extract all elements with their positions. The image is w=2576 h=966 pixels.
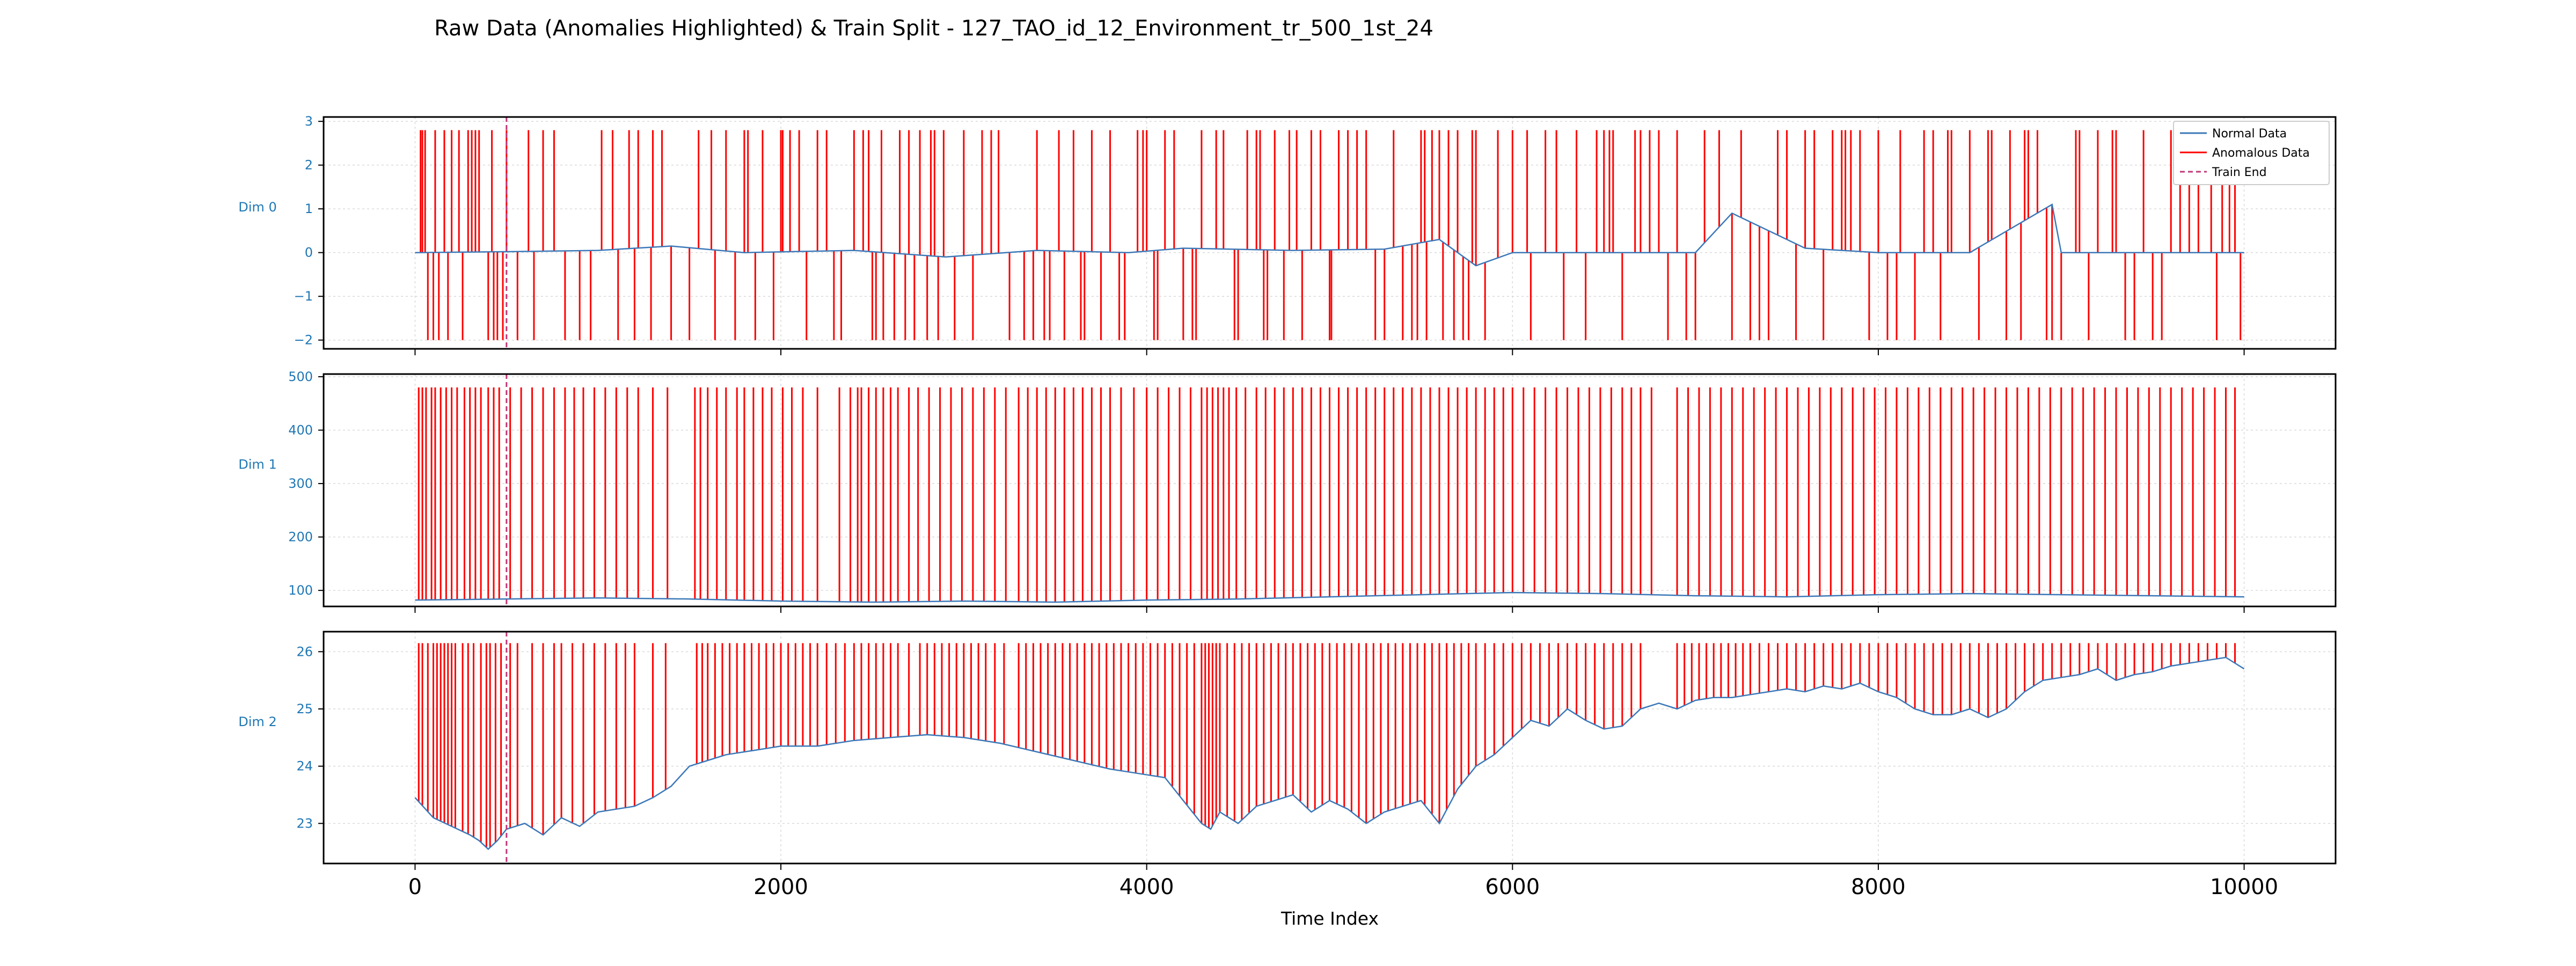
normal-data-line (415, 203, 2244, 267)
normal-data-line (414, 656, 2245, 851)
y-tick-label: 200 (288, 530, 313, 545)
y-tick-label: 400 (288, 423, 313, 438)
subplot-frame (323, 631, 2337, 865)
x-tick-label: 0 (408, 875, 422, 899)
legend-box (2173, 121, 2330, 185)
legend-train-end-label: Train End (2212, 166, 2267, 179)
subplot-1: 100 200 300 400 500 Dim 1 (238, 369, 2337, 613)
plot-area (415, 117, 2244, 349)
legend-anomalous-label: Anomalous Data (2212, 147, 2310, 160)
y-tick-label: −2 (294, 333, 313, 348)
y-tick-label: 23 (296, 816, 313, 831)
subplot-frame (323, 373, 2337, 608)
x-axis: 0 2000 4000 6000 8000 10000 (408, 875, 2279, 899)
x-tick-label: 6000 (1485, 875, 1540, 899)
legend: Normal Data Anomalous Data Train End (2173, 121, 2330, 185)
x-axis-label: Time Index (1280, 908, 1379, 929)
y-tick-label: 1 (305, 201, 313, 216)
normal-data-line (415, 591, 2244, 603)
y-tick-label: 25 (296, 701, 313, 716)
subplot-0: −2 −1 0 1 2 3 Dim 0 (238, 114, 2337, 355)
y-tick-label: 24 (296, 759, 313, 774)
subplot-2: 23 24 25 26 Dim 2 (238, 631, 2337, 870)
plot-area (414, 632, 2245, 863)
y-tick-label: 0 (305, 245, 313, 260)
x-tick-label: 4000 (1119, 875, 1174, 899)
x-tick-label: 10000 (2210, 875, 2278, 899)
x-tick-label: 8000 (1851, 875, 1906, 899)
y-tick-label: 100 (288, 583, 313, 598)
y-axis-label: Dim 0 (238, 200, 276, 215)
y-tick-label: 3 (305, 114, 313, 129)
legend-normal-label: Normal Data (2212, 127, 2287, 141)
y-tick-label: 300 (288, 476, 313, 491)
y-tick-label: −1 (294, 289, 313, 304)
x-tick-label: 2000 (753, 875, 808, 899)
subplot-frame (323, 116, 2337, 350)
y-axis-label: Dim 1 (238, 457, 276, 472)
chart-title: Raw Data (Anomalies Highlighted) & Train… (434, 16, 1433, 41)
y-tick-label: 2 (305, 158, 313, 173)
plot-area (415, 374, 2244, 606)
y-tick-label: 500 (288, 369, 313, 384)
y-tick-label: 26 (296, 644, 313, 659)
y-axis-label: Dim 2 (238, 714, 276, 729)
